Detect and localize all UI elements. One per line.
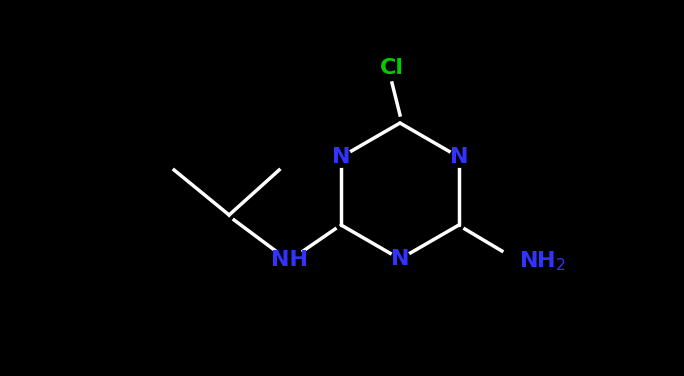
Text: N: N [391,249,409,269]
Text: N: N [449,147,468,167]
Text: NH: NH [271,250,308,270]
Text: N: N [332,147,350,167]
Text: NH$_2$: NH$_2$ [519,249,566,273]
Text: Cl: Cl [380,58,404,78]
